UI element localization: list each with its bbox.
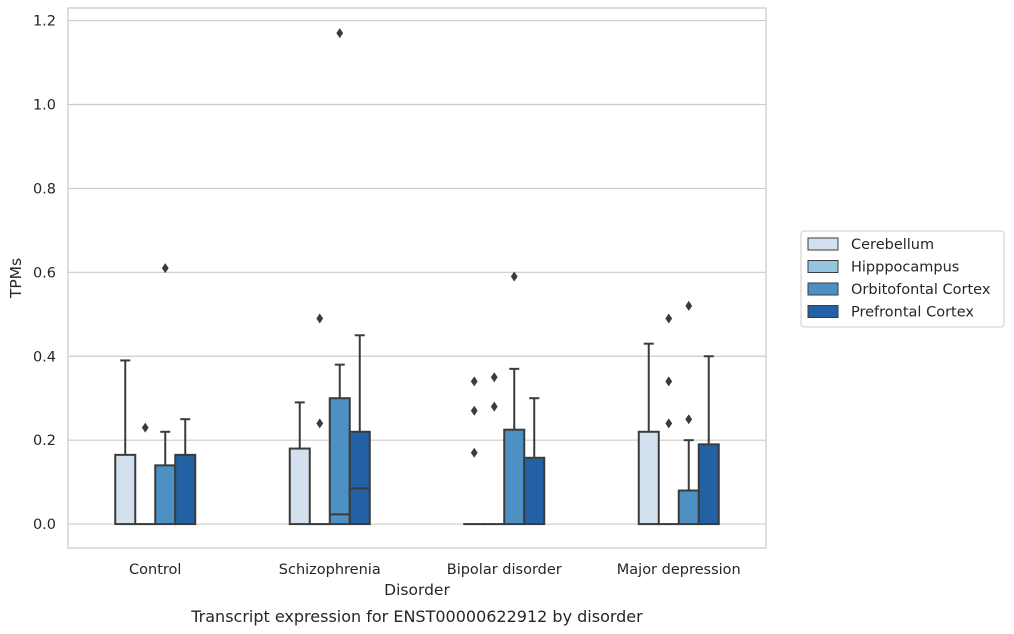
outlier-point	[470, 405, 478, 416]
box-rect	[523, 456, 546, 526]
outlier-point	[665, 313, 673, 324]
outlier-point	[141, 422, 149, 433]
legend: Cerebellum Hipppocampus Orbitofontal Corte…	[800, 230, 1005, 328]
box-rect	[697, 443, 720, 526]
box-rect	[348, 430, 371, 526]
outlier-point	[470, 376, 478, 387]
legend-label: Orbitofontal Cortex	[851, 282, 991, 298]
box-rect	[637, 430, 660, 526]
x-tick-label: Control	[129, 562, 181, 578]
outlier-point	[161, 263, 169, 274]
outlier-point	[685, 300, 693, 311]
y-tick-label: 1.0	[33, 98, 56, 114]
legend-swatch	[807, 305, 839, 318]
outlier-point	[336, 28, 344, 39]
box-rect	[503, 428, 526, 526]
outlier-point	[490, 372, 498, 383]
legend-label: Cerebellum	[851, 237, 934, 253]
chart-title: Transcript expression for ENST0000062291…	[190, 607, 643, 626]
legend-swatch	[807, 237, 839, 251]
outlier-point	[665, 418, 673, 429]
outlier-point	[316, 313, 324, 324]
y-tick-label: 0.2	[33, 433, 56, 449]
legend-label: Prefrontal Cortex	[851, 305, 974, 321]
legend-swatch	[807, 260, 839, 273]
box-rect	[677, 489, 700, 526]
x-tick-label: Bipolar disorder	[447, 562, 562, 578]
box-series	[154, 28, 700, 526]
x-tick-labels: Control Schizophrenia Bipolar disorder Majo…	[129, 562, 741, 578]
box-series	[114, 342, 660, 526]
legend-frame	[800, 230, 1005, 328]
y-tick-label: 0.8	[33, 181, 56, 197]
legend-swatch	[807, 282, 839, 296]
y-tick-labels: 0.0 0.2 0.4 0.6 0.8 1.0 1.2	[33, 14, 56, 533]
box-rect	[154, 464, 177, 526]
x-tick-label: Major depression	[617, 562, 741, 578]
outlier-point	[685, 414, 693, 425]
outlier-point	[510, 271, 518, 282]
y-axis-title: TPMs	[7, 258, 25, 299]
outlier-point	[316, 418, 324, 429]
box-rect	[174, 453, 197, 526]
outlier-point	[665, 376, 673, 387]
box-series	[174, 334, 720, 526]
box-rect	[114, 453, 137, 526]
y-tick-label: 0.0	[33, 517, 56, 533]
y-tick-label: 1.2	[33, 14, 56, 30]
x-axis-title: Disorder	[384, 581, 450, 599]
x-tick-label: Schizophrenia	[279, 562, 381, 578]
box-rect	[328, 397, 351, 526]
y-tick-label: 0.4	[33, 349, 56, 365]
box-series-layer	[114, 28, 720, 526]
box-rect	[288, 447, 311, 526]
legend-label: Hipppocampus	[851, 260, 959, 276]
outlier-point	[490, 401, 498, 412]
plot-frame	[67, 7, 767, 549]
outlier-point	[470, 447, 478, 458]
y-tick-label: 0.6	[33, 265, 56, 281]
